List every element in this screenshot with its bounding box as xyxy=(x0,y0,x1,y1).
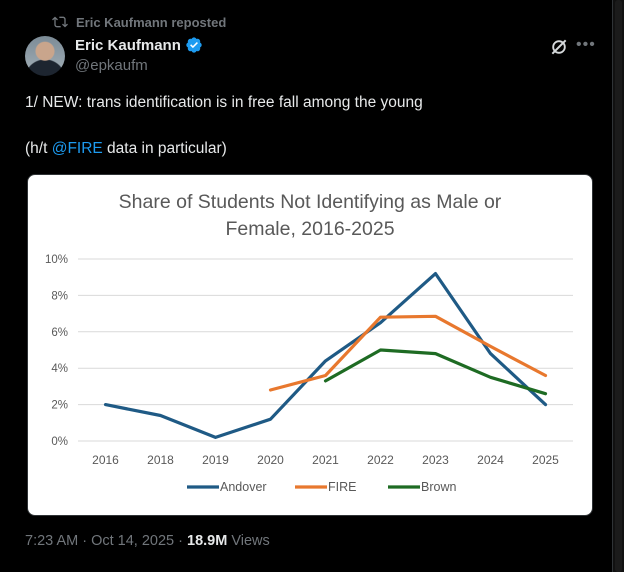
y-tick-label: 0% xyxy=(51,436,68,448)
repost-icon xyxy=(52,16,68,28)
views-count: 18.9M xyxy=(187,533,228,549)
chart-title-line-1: Share of Students Not Identifying as Mal… xyxy=(119,191,502,213)
series-line-andover xyxy=(103,271,548,439)
meta-separator: · xyxy=(78,533,92,549)
y-tick-label: 10% xyxy=(45,254,68,266)
post-line-2: (h/t @FIRE data in particular) xyxy=(25,137,595,161)
mention-link[interactable]: @FIRE xyxy=(51,140,103,157)
post-meta: 7:23 AM · Oct 14, 2025 · 18.9M Views xyxy=(25,533,270,549)
legend-label-brown: Brown xyxy=(421,480,456,494)
avatar[interactable] xyxy=(25,36,65,76)
x-tick-label: 2025 xyxy=(532,453,559,467)
post-date[interactable]: Oct 14, 2025 xyxy=(91,533,175,549)
x-tick-label: 2022 xyxy=(367,453,394,467)
views-label: Views xyxy=(227,533,270,549)
meta-separator: · xyxy=(174,533,188,549)
post-line-2-suffix: data in particular) xyxy=(102,140,227,157)
y-tick-label: 6% xyxy=(51,327,68,339)
scrollbar[interactable] xyxy=(613,0,624,572)
grok-icon[interactable] xyxy=(549,37,569,57)
repost-text: Eric Kaufmann reposted xyxy=(76,14,227,30)
verified-badge-icon[interactable] xyxy=(185,36,203,54)
x-tick-label: 2023 xyxy=(422,453,449,467)
chart-title-line-2: Female, 2016-2025 xyxy=(225,218,394,240)
x-tick-label: 2020 xyxy=(257,453,284,467)
series-line-brown xyxy=(323,348,548,396)
author-handle[interactable]: @epkaufm xyxy=(75,57,148,74)
legend-label-fire: FIRE xyxy=(328,480,356,494)
y-tick-label: 4% xyxy=(51,363,68,375)
scrollbar-thumb[interactable] xyxy=(615,0,622,572)
y-tick-label: 8% xyxy=(51,290,68,302)
series-line-fire xyxy=(268,314,548,392)
x-tick-label: 2024 xyxy=(477,453,504,467)
y-tick-label: 2% xyxy=(51,400,68,412)
post-line-2-prefix: (h/t xyxy=(25,140,52,157)
x-tick-label: 2021 xyxy=(312,453,339,467)
repost-indicator[interactable]: Eric Kaufmann reposted xyxy=(52,14,226,30)
author-name[interactable]: Eric Kaufmann xyxy=(75,36,181,54)
post-text: 1/ NEW: trans identification is in free … xyxy=(25,91,595,161)
x-tick-label: 2016 xyxy=(92,453,119,467)
post-time[interactable]: 7:23 AM xyxy=(25,533,79,549)
more-icon[interactable]: ••• xyxy=(576,36,596,53)
chart-image[interactable]: Share of Students Not Identifying as Mal… xyxy=(27,174,593,516)
post-line-1: 1/ NEW: trans identification is in free … xyxy=(25,94,423,111)
legend-label-andover: Andover xyxy=(220,480,267,494)
x-tick-label: 2019 xyxy=(202,453,229,467)
x-tick-label: 2018 xyxy=(147,453,174,467)
chart-svg: Share of Students Not Identifying as Mal… xyxy=(45,191,573,494)
author-name-row: Eric Kaufmann xyxy=(75,36,203,54)
